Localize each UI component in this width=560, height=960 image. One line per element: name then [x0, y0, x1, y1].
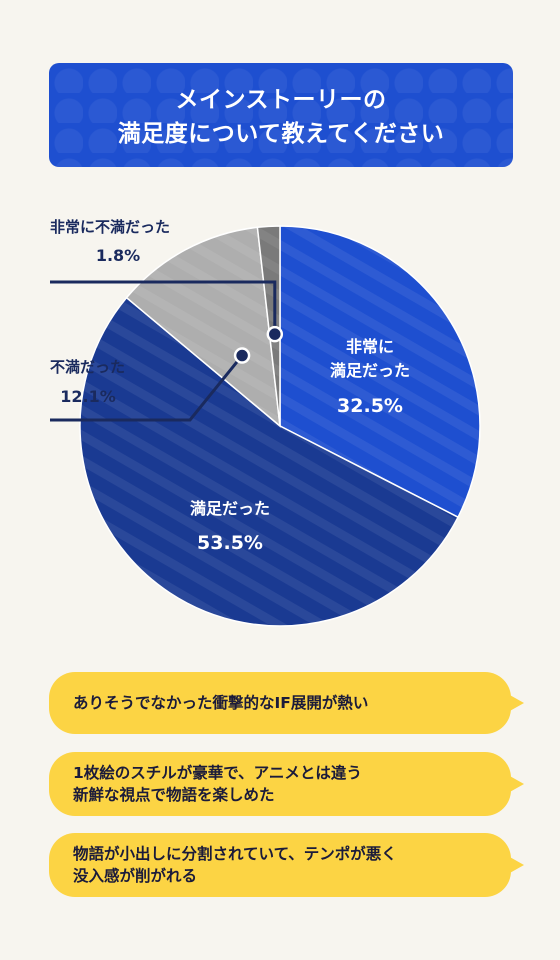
- value-unsatisfied: 12.1%: [60, 387, 116, 406]
- label-very-unsatisfied: 非常に不満だった: [50, 218, 170, 236]
- leader-line-unsatisfied: [50, 354, 244, 422]
- comment-bubble-2: 1枚絵のスチルが豪華で、アニメとは違う 新鮮な視点で物語を楽しめた: [49, 752, 524, 816]
- hex-pattern: [49, 63, 513, 167]
- chart-title: メインストーリーの 満足度について教えてください: [49, 83, 513, 151]
- comment-3-line-1: 物語が小出しに分割されていて、テンポが悪く: [73, 845, 397, 863]
- value-very-satisfied: 32.5%: [337, 395, 403, 417]
- comment-bubble-3: 物語が小出しに分割されていて、テンポが悪く 没入感が削がれる: [49, 833, 524, 897]
- leader-dot-unsatisfied: [233, 347, 251, 364]
- value-satisfied: 53.5%: [197, 532, 263, 554]
- title-banner: メインストーリーの 満足度について教えてください: [49, 63, 513, 167]
- slice-texture: [280, 226, 480, 518]
- comment-bubble-1: ありそうでなかった衝撃的なIF展開が熱い: [49, 672, 524, 734]
- label-satisfied-line-1: 満足だった: [190, 499, 270, 518]
- label-very-satisfied-line-1: 非常に: [346, 337, 394, 356]
- label-unsatisfied: 不満だった: [50, 358, 125, 376]
- slice-texture: [257, 226, 280, 426]
- title-line-2: 満足度について教えてください: [117, 121, 445, 147]
- slice-texture: [126, 227, 280, 426]
- title-line-1: メインストーリーの: [175, 87, 387, 113]
- comment-2-line-2: 新鮮な視点で物語を楽しめた: [73, 786, 275, 804]
- comment-3-line-2: 没入感が削がれる: [73, 867, 198, 885]
- label-very-satisfied-line-2: 満足だった: [330, 361, 410, 380]
- slice-texture: [79, 297, 459, 626]
- leader-dot-very-unsatisfied: [266, 325, 284, 343]
- value-very-unsatisfied: 1.8%: [96, 246, 140, 265]
- comment-1-line-1: ありそうでなかった衝撃的なIF展開が熱い: [73, 694, 369, 712]
- leader-line-very-unsatisfied: [50, 280, 277, 335]
- comment-2-line-1: 1枚絵のスチルが豪華で、アニメとは違う: [73, 764, 362, 782]
